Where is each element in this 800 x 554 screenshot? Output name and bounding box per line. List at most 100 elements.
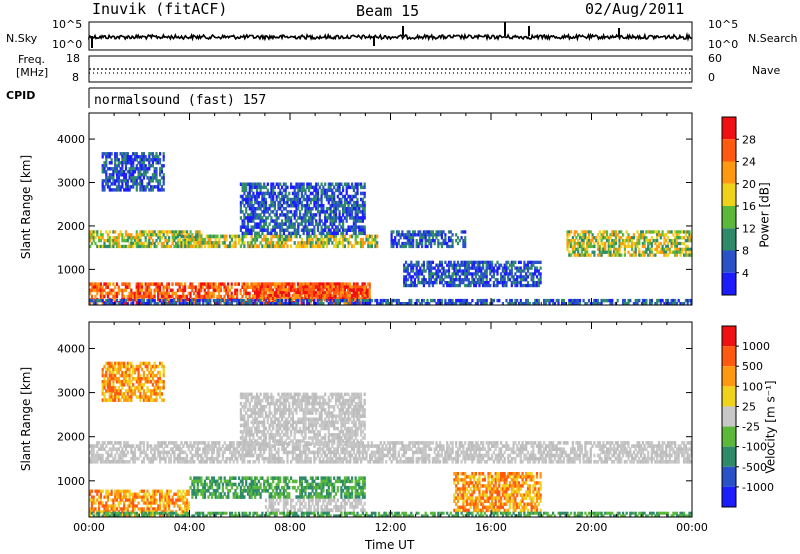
power-cell [311,294,314,299]
power-cell [243,285,246,289]
power-cell [270,294,273,298]
velocity-cell [171,441,174,445]
power-cell [451,233,454,237]
power-cell [103,152,106,156]
power-cell [430,233,433,237]
power-cell [169,294,172,299]
power-cell [248,231,251,236]
power-cell [415,260,418,264]
power-cell [309,296,312,301]
power-cell [357,294,361,299]
power-cell [137,244,140,249]
power-cell [270,241,273,245]
power-cell [295,213,298,217]
power-cell [496,278,499,282]
power-cell [157,188,160,192]
power-cell [342,298,345,303]
power-cell [259,302,262,306]
power-cell [670,230,673,234]
power-cell [167,301,171,305]
power-cell [270,228,273,232]
velocity-cell [250,450,253,455]
power-cell [464,283,467,288]
power-cell [424,244,427,249]
power-cell [578,236,582,240]
power-cell [291,200,294,205]
power-cell [248,191,251,196]
power-cell [261,302,264,306]
power-cell [593,302,596,306]
power-cell [159,170,162,174]
power-cell [232,234,235,239]
power-cell [293,197,296,202]
power-cell [279,213,282,217]
power-cell [297,244,300,249]
power-cell [246,298,250,303]
power-cell [162,241,165,246]
power-cell [148,182,151,186]
power-cell [200,244,203,249]
power-cell [491,260,494,264]
power-cell [263,244,266,249]
power-cell [128,285,131,289]
velocity-cell [241,450,244,455]
power-cell [266,231,269,236]
power-cell [354,225,357,229]
power-cell [361,298,364,303]
power-cell [162,302,165,306]
power-cell [114,179,117,183]
velocity-cell [191,447,194,451]
power-cell [108,241,111,246]
velocity-cell [150,456,153,461]
power-cell [128,155,131,159]
power-cell [281,234,284,239]
power-cell [618,236,621,240]
power-cell [338,219,341,223]
power-cell [272,241,275,245]
power-cell [94,241,97,246]
power-cell [114,152,117,156]
power-cell [322,291,325,296]
power-cell [462,241,465,246]
power-cell [212,285,215,289]
velocity-cell [173,450,176,455]
velocity-cell [153,453,156,458]
power-cell [424,241,427,246]
velocity-cell [277,453,280,458]
velocity-cell [153,450,156,455]
velocity-cell [105,444,108,448]
power-cell [124,158,128,162]
power-cell [507,272,510,276]
velocity-cell [297,453,300,458]
power-cell [101,236,104,240]
power-cell [153,241,156,246]
velocity-cell [193,444,196,448]
power-cell [184,244,187,249]
velocity-cell [338,441,341,445]
power-cell [270,210,273,214]
power-cell [374,241,377,245]
power-cell [609,244,612,249]
power-cell [404,236,408,240]
velocity-cell [254,444,257,448]
power-cell [307,185,311,190]
power-cell [354,219,357,223]
power-cell [681,230,684,234]
velocity-cell [114,460,117,464]
power-cell [584,250,587,254]
velocity-cell [248,450,251,455]
power-cell [101,188,104,192]
velocity-cell [273,447,276,451]
power-cell [194,302,198,306]
power-cell [323,282,326,286]
velocity-cell [123,444,126,448]
velocity-cell [146,441,149,445]
power-cell [178,294,181,299]
power-cell [503,269,506,273]
power-cell [275,288,278,292]
power-cell [248,216,251,220]
power-cell [295,296,298,301]
power-cell [108,244,111,249]
power-cell [311,219,314,223]
power-cell [189,294,192,299]
